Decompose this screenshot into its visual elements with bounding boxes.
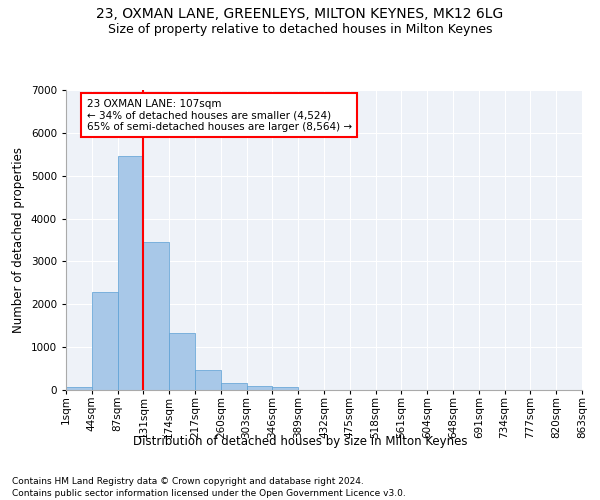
Bar xyxy=(92,292,118,390)
Bar xyxy=(195,370,221,390)
Bar xyxy=(247,386,272,390)
Bar xyxy=(66,387,92,390)
Bar xyxy=(169,334,195,390)
Bar xyxy=(118,156,143,390)
Text: Size of property relative to detached houses in Milton Keynes: Size of property relative to detached ho… xyxy=(108,22,492,36)
Bar xyxy=(143,242,169,390)
Text: 23 OXMAN LANE: 107sqm
← 34% of detached houses are smaller (4,524)
65% of semi-d: 23 OXMAN LANE: 107sqm ← 34% of detached … xyxy=(86,98,352,132)
Y-axis label: Number of detached properties: Number of detached properties xyxy=(12,147,25,333)
Text: Distribution of detached houses by size in Milton Keynes: Distribution of detached houses by size … xyxy=(133,435,467,448)
Bar xyxy=(272,388,298,390)
Text: 23, OXMAN LANE, GREENLEYS, MILTON KEYNES, MK12 6LG: 23, OXMAN LANE, GREENLEYS, MILTON KEYNES… xyxy=(97,8,503,22)
Bar xyxy=(221,384,247,390)
Text: Contains HM Land Registry data © Crown copyright and database right 2024.
Contai: Contains HM Land Registry data © Crown c… xyxy=(12,476,406,498)
